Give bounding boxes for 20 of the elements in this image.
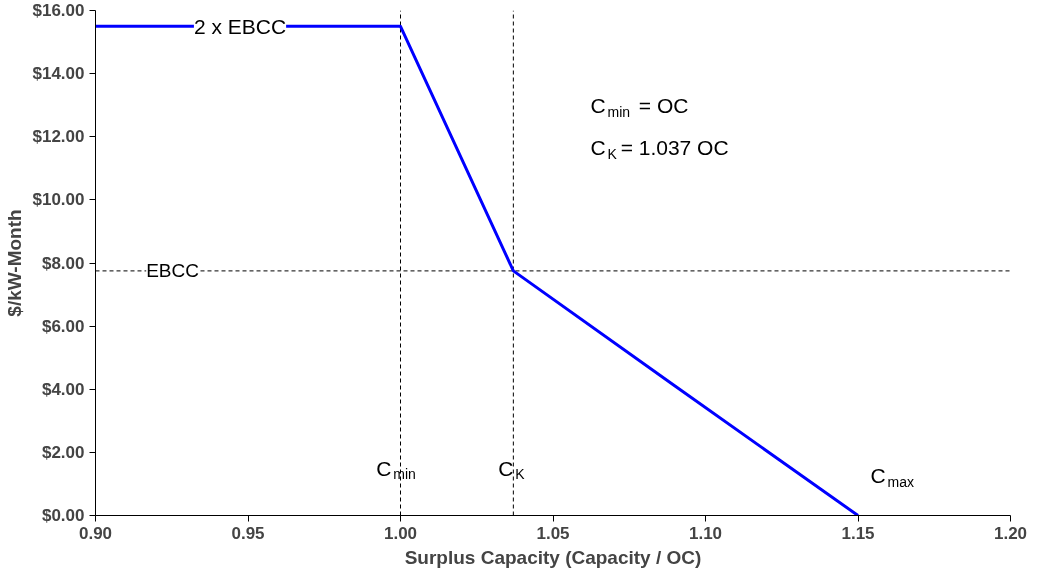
y-tick-label: $10.00: [32, 190, 85, 210]
ref-line-label: EBCC: [146, 260, 199, 282]
x-tick-label: 1.15: [841, 523, 875, 543]
x-axis-title: Surplus Capacity (Capacity / OC): [404, 546, 702, 568]
y-tick-label: $12.00: [32, 127, 85, 147]
y-tick-label: $2.00: [41, 442, 85, 462]
x-tick-label: 1.05: [536, 523, 570, 543]
x-tick-label: 1.20: [993, 523, 1028, 543]
y-tick-label: $6.00: [41, 316, 85, 336]
x-tick-label: 0.90: [78, 523, 113, 543]
x-tick-label: 1.10: [688, 523, 723, 543]
x-tick-label: 1.00: [383, 523, 418, 543]
y-tick-label: $16.00: [32, 1, 85, 20]
x-tick-label: 0.95: [231, 523, 265, 543]
annotation: 2 x EBCC: [193, 14, 287, 38]
y-tick-label: $0.00: [41, 506, 85, 525]
y-tick-label: $14.00: [32, 64, 85, 84]
y-tick-label: $4.00: [41, 379, 85, 399]
y-tick-label: $8.00: [41, 253, 85, 273]
y-axis-title: $/kW-Month: [3, 209, 25, 317]
